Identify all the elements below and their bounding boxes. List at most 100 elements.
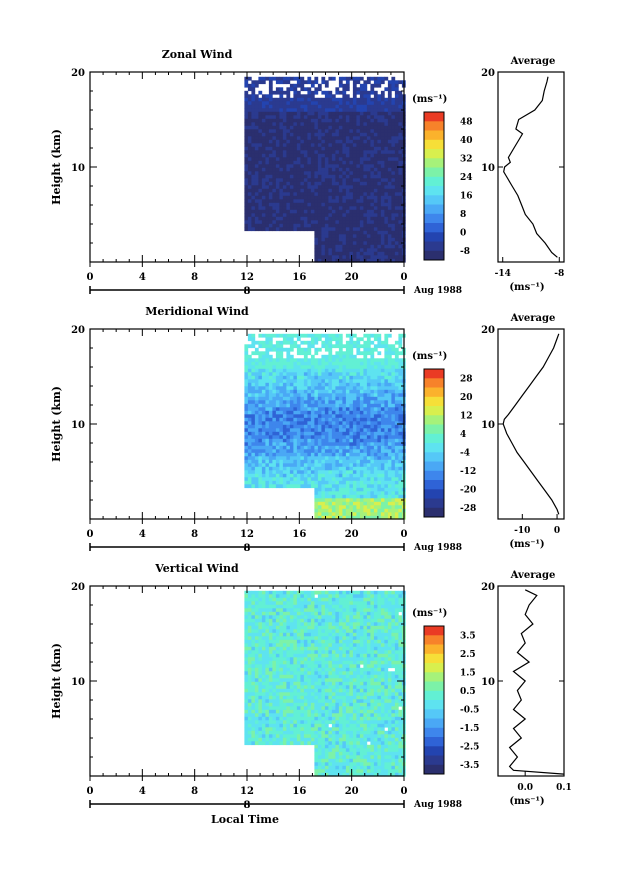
- colorbar-swatch: [424, 626, 444, 636]
- colorbar-label: 2.5: [460, 650, 476, 660]
- colorbar-label: 4: [460, 430, 466, 440]
- avg-x-tick-label: -14: [495, 269, 511, 279]
- average-title: Average: [510, 570, 556, 581]
- colorbar-swatch: [424, 250, 444, 261]
- heatmap-field: [244, 333, 406, 520]
- colorbar-swatch: [424, 461, 444, 472]
- avg-y-tick-label: 20: [481, 68, 495, 79]
- day-marker-label: 8: [244, 543, 251, 554]
- average-frame: [497, 71, 565, 263]
- colorbar-label: 12: [460, 411, 473, 421]
- colorbar-label: 1.5: [460, 668, 476, 678]
- y-axis-title: Height (km): [50, 386, 63, 462]
- colorbar-swatch: [424, 415, 444, 425]
- average-profile: Average 10 20 -14 -8 (ms⁻¹): [481, 56, 565, 293]
- colorbar-label: -0.5: [460, 705, 479, 715]
- colorbar-swatch: [424, 489, 444, 499]
- colorbar-swatch: [424, 213, 444, 224]
- panel-1: Meridional Wind 10 20 Height (km) 0 4 8 12 16 20 0…: [50, 305, 565, 554]
- x-tick-label: 20: [345, 786, 359, 797]
- avg-x-tick-label: -8: [554, 269, 564, 279]
- colorbar-label: 40: [460, 136, 473, 146]
- x-tick-label: 4: [139, 786, 146, 797]
- average-profile-line: [502, 333, 560, 515]
- colorbar-label: 48: [460, 117, 473, 127]
- colorbar-swatch: [424, 663, 444, 673]
- colorbar-swatch: [424, 241, 444, 252]
- x-tick-label: 12: [240, 786, 254, 797]
- panel-title: Meridional Wind: [145, 305, 249, 318]
- y-tick-label: 20: [71, 325, 85, 336]
- colorbar: (ms⁻¹) 3.5 2.5 1.5 0.5 -0.5 -1.5 -2.5 -3.5: [412, 608, 479, 775]
- avg-x-tick-label: 0.0: [517, 783, 533, 793]
- colorbar-swatch: [424, 204, 444, 215]
- colorbar-label: -2.5: [460, 742, 479, 752]
- x-tick-label: 16: [292, 786, 306, 797]
- average-frame: [497, 328, 565, 520]
- x-tick-label: 4: [139, 529, 146, 540]
- colorbar-swatch: [424, 195, 444, 205]
- colorbar-label: -20: [460, 485, 476, 495]
- colorbar-swatch: [424, 130, 444, 141]
- y-tick-label: 20: [71, 582, 85, 593]
- colorbar-swatch: [424, 470, 444, 481]
- x-tick-label: 8: [191, 786, 198, 797]
- avg-x-label: (ms⁻¹): [509, 539, 544, 550]
- colorbar-swatch: [424, 378, 444, 388]
- colorbar-swatch: [424, 186, 444, 196]
- colorbar-swatch: [424, 232, 444, 242]
- colorbar-swatch: [424, 764, 444, 775]
- avg-x-label: (ms⁻¹): [509, 796, 544, 807]
- avg-x-label: (ms⁻¹): [509, 282, 544, 293]
- x-axis-title: Local Time: [211, 813, 279, 826]
- panel-title: Vertical Wind: [154, 562, 239, 575]
- colorbar-label: 3.5: [460, 631, 476, 641]
- colorbar-label: -28: [460, 504, 476, 514]
- x-tick-label: 12: [240, 529, 254, 540]
- average-title: Average: [510, 56, 556, 67]
- colorbar-swatch: [424, 176, 444, 187]
- colorbar-label: 8: [460, 210, 466, 220]
- colorbar-label: -4: [460, 448, 470, 458]
- x-tick-label: 0: [87, 529, 94, 540]
- colorbar-swatch: [424, 406, 444, 416]
- x-tick-label: 12: [240, 272, 254, 283]
- colorbar-swatch: [424, 433, 444, 444]
- colorbar: (ms⁻¹) 48 40 32 24 16 8 0 -8: [412, 94, 473, 261]
- day-marker-label: 8: [244, 800, 251, 811]
- average-profile: Average 10 20 0.0 0.1 (ms⁻¹): [481, 570, 572, 807]
- colorbar-swatch: [424, 452, 444, 462]
- date-label: Aug 1988: [413, 800, 462, 810]
- colorbar-swatch: [424, 653, 444, 664]
- y-tick-label: 10: [71, 163, 85, 174]
- x-tick-label: 0: [401, 786, 408, 797]
- x-tick-label: 0: [401, 272, 408, 283]
- colorbar-swatch: [424, 396, 444, 407]
- colorbar-swatch: [424, 121, 444, 131]
- colorbar-swatch: [424, 727, 444, 738]
- x-tick-label: 16: [292, 272, 306, 283]
- colorbar-swatch: [424, 369, 444, 379]
- colorbar-swatch: [424, 681, 444, 692]
- x-tick-label: 20: [345, 272, 359, 283]
- avg-y-tick-label: 20: [481, 582, 495, 593]
- y-tick-label: 10: [71, 677, 85, 688]
- colorbar-swatch: [424, 672, 444, 682]
- avg-x-tick-label: 0: [554, 526, 560, 536]
- colorbar-label: -8: [460, 247, 470, 257]
- colorbar-swatch: [424, 498, 444, 509]
- colorbar-swatch: [424, 480, 444, 490]
- colorbar-unit: (ms⁻¹): [412, 608, 447, 619]
- colorbar-swatch: [424, 424, 444, 435]
- panel-title: Zonal Wind: [162, 48, 233, 61]
- y-axis-title: Height (km): [50, 129, 63, 205]
- x-tick-label: 0: [401, 529, 408, 540]
- colorbar-swatch: [424, 690, 444, 701]
- colorbar-label: 28: [460, 374, 473, 384]
- colorbar-swatch: [424, 223, 444, 233]
- x-tick-label: 0: [87, 786, 94, 797]
- colorbar-frame: [423, 368, 445, 518]
- colorbar-swatch: [424, 709, 444, 719]
- avg-x-tick-label: 0.1: [556, 783, 572, 793]
